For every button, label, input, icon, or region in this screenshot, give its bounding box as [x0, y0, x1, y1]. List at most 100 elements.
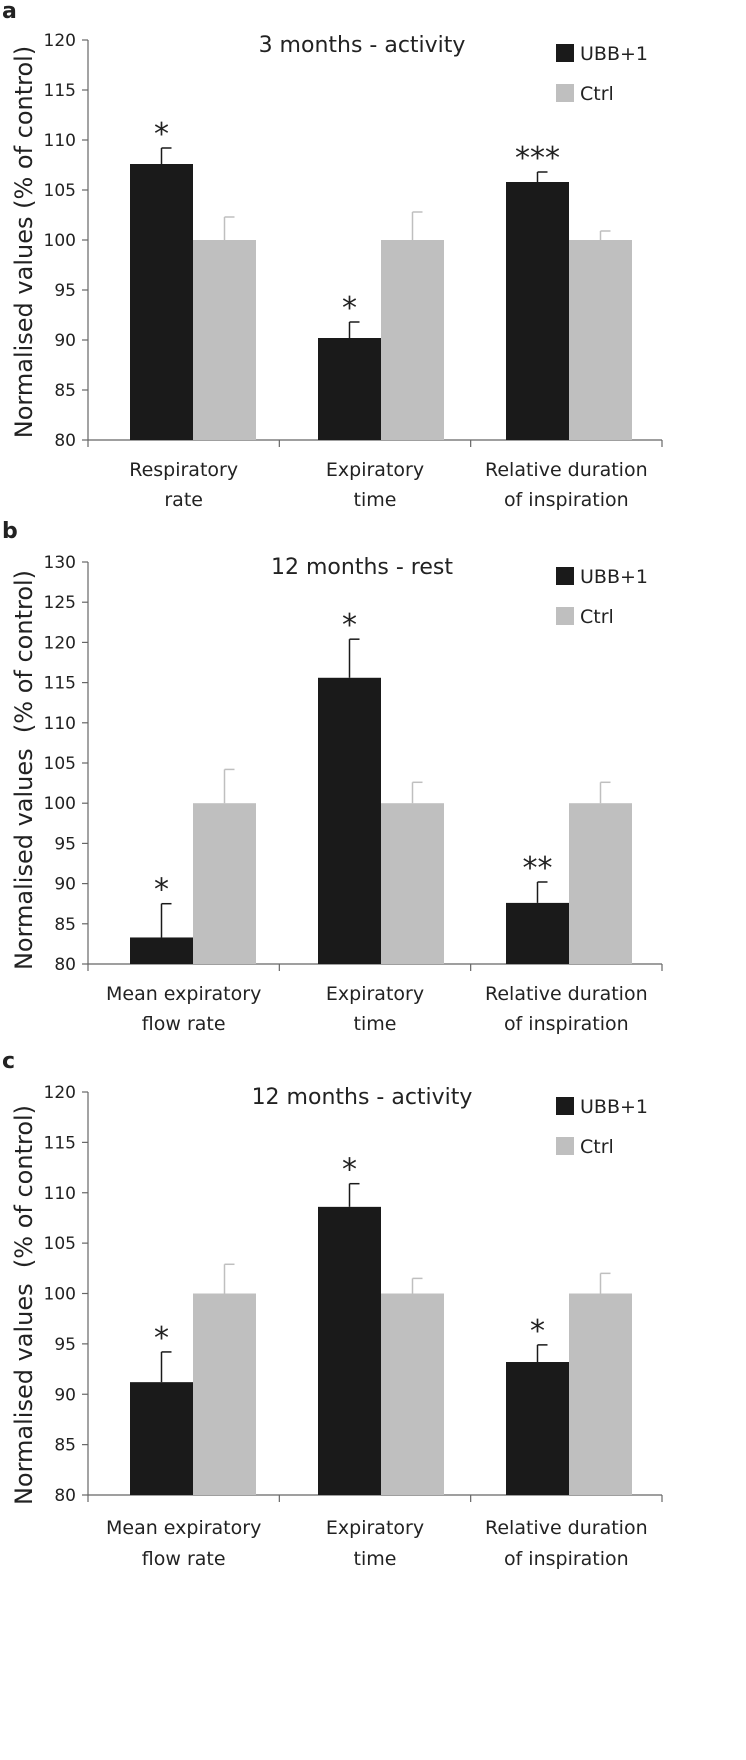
- bar-chart-a: a 80 85 90 95 100 105 110 115 120 Normalised value…: [2, 0, 663, 511]
- bar-ctrl-1: [381, 1293, 444, 1495]
- panel-label: c: [2, 1050, 15, 1074]
- bar-ubb-0: [130, 937, 193, 964]
- category-label-0-0: Respiratory: [129, 459, 238, 481]
- significance-ubb-1: *: [342, 291, 357, 326]
- legend-label-ctrl: Ctrl: [580, 606, 614, 628]
- category-label-0-1: rate: [164, 489, 203, 511]
- y-tick-label: 115: [44, 81, 76, 101]
- chart-panel-b: b 80 85 90 95 100 105 110 115 120 125 130 Normalised…: [0, 520, 746, 1050]
- significance-ubb-2: ***: [515, 141, 560, 176]
- chart-title: 12 months - rest: [271, 555, 453, 580]
- significance-ubb-0: *: [154, 1321, 169, 1356]
- y-axis-label: Normalised values (% of control): [10, 46, 38, 438]
- y-tick-label: 85: [54, 1436, 76, 1456]
- category-label-2-0: Relative duration: [485, 1517, 648, 1539]
- y-tick-label: 130: [44, 553, 76, 573]
- chart-panel-c: c 80 85 90 95 100 105 110 115 120 Normalised value…: [0, 1050, 746, 1760]
- bar-chart-b: b 80 85 90 95 100 105 110 115 120 125 130 Normalised…: [2, 520, 663, 1035]
- legend-swatch-ctrl: [556, 1137, 574, 1155]
- y-tick-label: 90: [54, 875, 76, 895]
- legend-label-ubb: UBB+1: [580, 566, 648, 588]
- category-label-2-0: Relative duration: [485, 459, 648, 481]
- y-tick-label: 125: [44, 593, 76, 613]
- significance-ubb-0: *: [154, 117, 169, 152]
- legend-label-ctrl: Ctrl: [580, 1136, 614, 1158]
- category-label-0-1: flow rate: [142, 1013, 226, 1035]
- significance-ubb-2: *: [530, 1314, 545, 1349]
- y-tick-label: 85: [54, 915, 76, 935]
- legend-swatch-ctrl: [556, 607, 574, 625]
- y-tick-label: 110: [44, 1184, 76, 1204]
- y-tick-label: 110: [44, 714, 76, 734]
- legend-swatch-ubb: [556, 44, 574, 62]
- y-tick-label: 105: [44, 181, 76, 201]
- y-tick-label: 80: [54, 431, 76, 451]
- bar-ctrl-2: [569, 240, 632, 440]
- bar-ubb-1: [318, 677, 381, 964]
- bar-chart-c: c 80 85 90 95 100 105 110 115 120 Normalised value…: [2, 1050, 663, 1570]
- y-tick-label: 80: [54, 1486, 76, 1506]
- category-label-0-0: Mean expiratory: [106, 1517, 261, 1539]
- bar-ctrl-2: [569, 1293, 632, 1495]
- bar-ubb-2: [506, 902, 569, 964]
- legend-swatch-ctrl: [556, 84, 574, 102]
- category-label-0-0: Mean expiratory: [106, 983, 261, 1005]
- category-label-1-1: time: [354, 1548, 397, 1570]
- significance-ubb-1: *: [342, 608, 357, 643]
- legend-label-ubb: UBB+1: [580, 1096, 648, 1118]
- bar-ctrl-1: [381, 803, 444, 964]
- category-label-1-1: time: [354, 489, 397, 511]
- chart-title: 12 months - activity: [252, 1085, 473, 1110]
- significance-ubb-0: *: [154, 873, 169, 908]
- category-label-1-0: Expiratory: [326, 983, 424, 1005]
- category-label-2-1: of inspiration: [504, 1548, 629, 1570]
- category-label-2-0: Relative duration: [485, 983, 648, 1005]
- bar-ubb-2: [506, 182, 569, 440]
- legend-swatch-ubb: [556, 1097, 574, 1115]
- y-tick-label: 80: [54, 955, 76, 975]
- y-tick-label: 100: [44, 794, 76, 814]
- y-tick-label: 95: [54, 834, 76, 854]
- category-label-0-1: flow rate: [142, 1548, 226, 1570]
- legend-swatch-ubb: [556, 567, 574, 585]
- chart-panel-a: a 80 85 90 95 100 105 110 115 120 Normalised value…: [0, 0, 746, 520]
- y-axis-label: Normalised values (% of control): [10, 1105, 38, 1505]
- bar-ubb-0: [130, 164, 193, 440]
- y-tick-label: 85: [54, 381, 76, 401]
- y-tick-label: 90: [54, 331, 76, 351]
- y-tick-label: 120: [44, 31, 76, 51]
- y-axis-label: Normalised values (% of control): [10, 570, 38, 970]
- category-label-1-1: time: [354, 1013, 397, 1035]
- bar-ubb-1: [318, 1206, 381, 1495]
- panel-label: b: [2, 520, 18, 544]
- legend-label-ubb: UBB+1: [580, 43, 648, 65]
- bar-ubb-2: [506, 1362, 569, 1495]
- bar-ctrl-2: [569, 803, 632, 964]
- category-label-1-0: Expiratory: [326, 459, 424, 481]
- bar-ctrl-1: [381, 240, 444, 440]
- legend-label-ctrl: Ctrl: [580, 83, 614, 105]
- category-label-1-0: Expiratory: [326, 1517, 424, 1539]
- bar-ctrl-0: [193, 803, 256, 964]
- y-tick-label: 120: [44, 633, 76, 653]
- y-tick-label: 120: [44, 1083, 76, 1103]
- bar-ubb-1: [318, 338, 381, 440]
- panel-label: a: [2, 0, 17, 24]
- y-tick-label: 105: [44, 754, 76, 774]
- bar-ctrl-0: [193, 1293, 256, 1495]
- y-tick-label: 105: [44, 1234, 76, 1254]
- chart-title: 3 months - activity: [259, 33, 466, 58]
- category-label-2-1: of inspiration: [504, 1013, 629, 1035]
- y-tick-label: 100: [44, 1285, 76, 1305]
- significance-ubb-1: *: [342, 1153, 357, 1188]
- category-label-2-1: of inspiration: [504, 489, 629, 511]
- bar-ctrl-0: [193, 240, 256, 440]
- y-tick-label: 90: [54, 1385, 76, 1405]
- y-tick-label: 95: [54, 281, 76, 301]
- y-tick-label: 95: [54, 1335, 76, 1355]
- bar-ubb-0: [130, 1382, 193, 1495]
- significance-ubb-2: **: [523, 851, 553, 886]
- y-tick-label: 110: [44, 131, 76, 151]
- y-tick-label: 115: [44, 674, 76, 694]
- y-tick-label: 100: [44, 231, 76, 251]
